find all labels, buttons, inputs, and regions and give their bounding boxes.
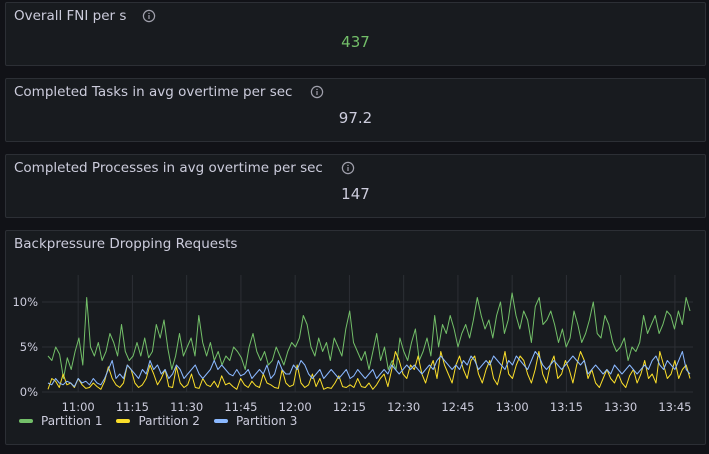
panel-title-text: Completed Tasks in avg overtime per sec xyxy=(14,84,293,100)
x-tick-label: 12:00 xyxy=(279,400,312,411)
stat-panel-completed-tasks[interactable]: Completed Tasks in avg overtime per sec … xyxy=(5,78,706,142)
x-tick-label: 11:30 xyxy=(170,400,203,411)
legend-item-partition-3[interactable]: Partition 3 xyxy=(213,414,298,428)
legend-item-partition-2[interactable]: Partition 2 xyxy=(116,414,200,428)
x-tick-label: 12:30 xyxy=(387,400,420,411)
legend-swatch xyxy=(213,419,228,423)
y-tick-label: 5% xyxy=(20,340,38,354)
stat-panel-overall-fni[interactable]: Overall FNI per s 437 xyxy=(5,2,706,66)
stat-value: 437 xyxy=(341,33,370,51)
x-tick-label: 13:30 xyxy=(604,400,637,411)
x-tick-label: 13:15 xyxy=(550,400,583,411)
legend-label: Partition 1 xyxy=(41,414,103,428)
legend-swatch xyxy=(116,419,131,423)
x-tick-label: 13:00 xyxy=(496,400,529,411)
y-tick-label: 0% xyxy=(20,385,38,399)
series-line-partition-1 xyxy=(47,292,691,379)
series-line-partition-2 xyxy=(47,351,691,390)
stat-value: 97.2 xyxy=(338,109,373,127)
chart-title: Backpressure Dropping Requests xyxy=(14,236,238,252)
x-tick-label: 13:45 xyxy=(658,400,691,411)
legend-label: Partition 2 xyxy=(138,414,200,428)
panel-title[interactable]: Completed Processes in avg overtime per … xyxy=(14,160,355,176)
panel-title[interactable]: Completed Tasks in avg overtime per sec xyxy=(14,84,324,100)
panel-title[interactable]: Overall FNI per s xyxy=(14,8,156,24)
x-tick-label: 11:15 xyxy=(116,400,149,411)
timeseries-panel-backpressure[interactable]: Backpressure Dropping Requests 10% 5% 0% 11… xyxy=(5,230,706,445)
chart-legend: Partition 1 Partition 2 Partition 3 xyxy=(19,414,297,428)
stat-panel-completed-processes[interactable]: Completed Processes in avg overtime per … xyxy=(5,154,706,218)
chart-plot-area[interactable]: 10% 5% 0% 11:00 11:15 11:30 11:45 12:00 12:15 12:… xyxy=(6,231,705,411)
legend-swatch xyxy=(19,419,33,423)
panel-title-text: Completed Processes in avg overtime per … xyxy=(14,160,323,176)
panel-title[interactable]: Backpressure Dropping Requests xyxy=(14,236,237,252)
stat-value: 147 xyxy=(341,185,370,203)
x-tick-label: 11:45 xyxy=(224,400,257,411)
info-circle-icon[interactable] xyxy=(310,85,324,99)
info-circle-icon[interactable] xyxy=(142,9,156,23)
x-tick-label: 11:00 xyxy=(62,400,95,411)
legend-label: Partition 3 xyxy=(235,414,298,428)
x-tick-label: 12:15 xyxy=(333,400,366,411)
y-tick-label: 10% xyxy=(12,295,38,309)
info-circle-icon[interactable] xyxy=(341,161,355,175)
series-line-partition-3 xyxy=(47,351,691,388)
x-tick-label: 12:45 xyxy=(441,400,474,411)
panel-title-text: Overall FNI per s xyxy=(14,8,127,24)
legend-item-partition-1[interactable]: Partition 1 xyxy=(19,414,102,428)
